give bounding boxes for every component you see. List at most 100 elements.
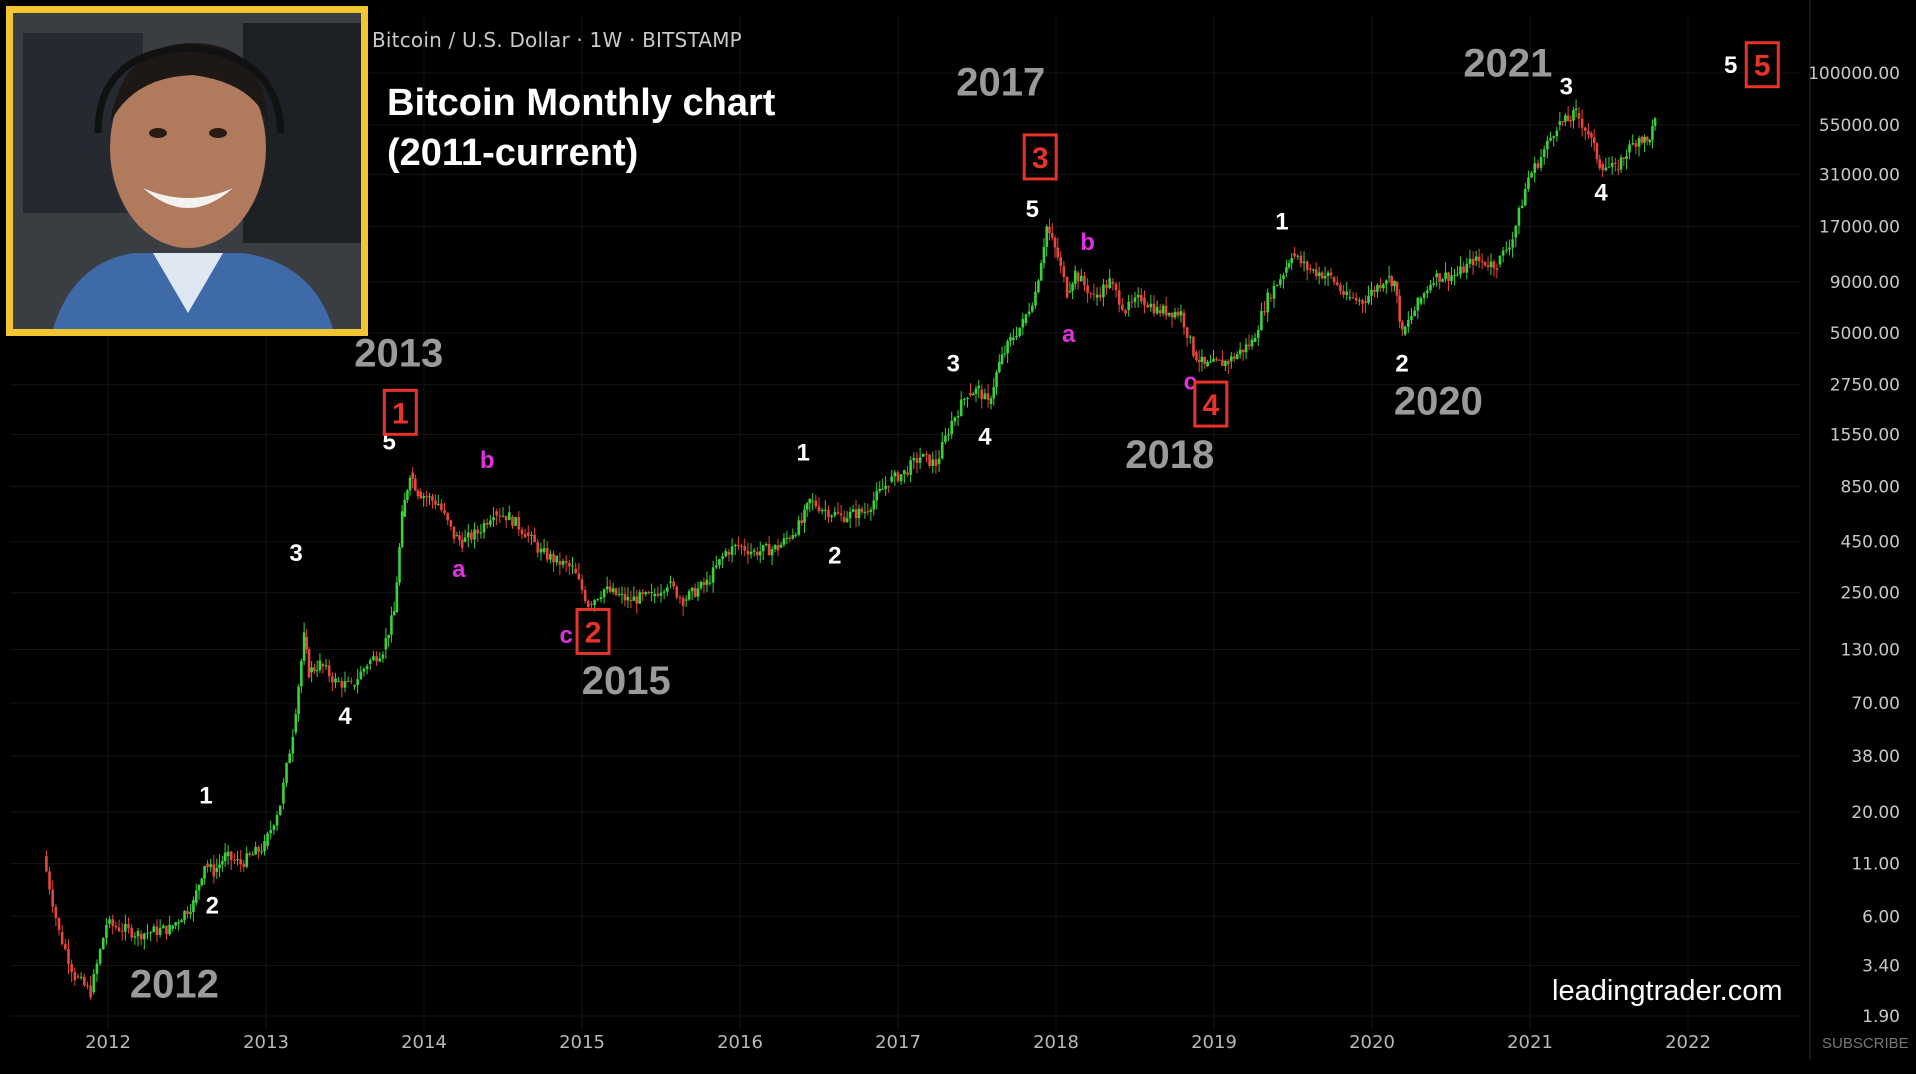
x-tick-label: 2012 [85, 1032, 131, 1053]
candle-body [1048, 226, 1051, 234]
candle-body [629, 599, 633, 601]
candle-body [1501, 250, 1505, 256]
candle-body [520, 529, 524, 535]
candle-body [384, 638, 388, 650]
candle-body [1566, 115, 1570, 122]
candle-body [959, 399, 963, 417]
candle-body [912, 458, 916, 461]
candle-body [711, 567, 715, 583]
major-wave-label: 2 [585, 616, 602, 649]
candle-body [1227, 360, 1230, 365]
candle-body [884, 485, 887, 489]
candle-body [1477, 256, 1481, 262]
candle-body [638, 592, 642, 604]
candle-body [1569, 120, 1573, 122]
x-tick-label: 2017 [875, 1032, 921, 1053]
candle-body [419, 491, 423, 499]
candle-body [740, 545, 743, 547]
candle-body [476, 529, 480, 534]
candle-body [705, 579, 709, 585]
candle-body [614, 588, 618, 595]
candle-body [921, 453, 925, 457]
candle-body [1601, 164, 1604, 171]
candle-body [1027, 311, 1031, 315]
candle-body [641, 592, 645, 595]
y-tick-label: 5000.00 [1830, 324, 1900, 344]
candle-body [656, 593, 660, 596]
candle-body [1471, 258, 1475, 266]
candle-body [54, 906, 58, 918]
major-wave-label: 1 [392, 397, 409, 430]
candle-body [659, 592, 663, 596]
subscribe-overlay[interactable]: SUBSCRIBE [1822, 1035, 1909, 1052]
presenter-avatar [13, 13, 361, 329]
candle-body [1413, 310, 1416, 317]
candle-body [1480, 261, 1484, 263]
candle-body [470, 532, 473, 540]
candle-body [681, 597, 685, 606]
candle-body [321, 663, 325, 667]
candle-body [45, 856, 48, 872]
candle-body [776, 545, 780, 551]
candle-body [165, 925, 168, 935]
candle-body [536, 542, 540, 553]
candle-body [1279, 279, 1282, 286]
candle-body [1465, 263, 1469, 273]
candle-body [1398, 295, 1401, 322]
candle-body [236, 859, 239, 861]
x-tick-label: 2019 [1191, 1032, 1237, 1053]
y-tick-label: 9000.00 [1830, 273, 1900, 293]
candle-body [693, 587, 697, 597]
candle-body [1221, 359, 1224, 366]
candle-body [718, 559, 721, 566]
candle-body [266, 833, 269, 846]
candle-body [1435, 273, 1438, 278]
candle-body [791, 535, 795, 539]
candle-body [980, 389, 984, 400]
candle-body [337, 680, 340, 682]
candle-body [422, 496, 425, 499]
candle-body [989, 398, 993, 405]
candle-body [872, 500, 876, 510]
candle-body [60, 932, 64, 945]
y-tick-label: 450.00 [1841, 533, 1900, 553]
candle-body [539, 548, 543, 553]
candle-body [797, 520, 801, 535]
candle-body [785, 537, 789, 539]
candle-body [1095, 294, 1099, 298]
candle-body [836, 512, 840, 514]
candle-body [903, 470, 906, 475]
candle-body [1200, 356, 1204, 362]
candle-body [743, 546, 747, 551]
candle-body [1577, 113, 1581, 119]
year-annotation: 2015 [582, 659, 671, 703]
candle-body [1393, 280, 1396, 287]
candle-body [51, 889, 54, 907]
candle-body [678, 597, 682, 599]
candle-body [1006, 341, 1009, 354]
candle-body [343, 681, 347, 688]
candle-body [392, 611, 396, 616]
candle-body [1598, 159, 1602, 169]
wave-label: 4 [338, 703, 352, 730]
candle-body [733, 544, 737, 547]
candle-body [1555, 130, 1559, 137]
major-wave-label: 3 [1032, 142, 1049, 175]
candle-body [495, 511, 498, 516]
candle-body [1614, 162, 1617, 164]
symbol-info: Bitcoin / U.S. Dollar · 1W · BITSTAMP [372, 28, 742, 52]
candle-body [995, 372, 998, 387]
candle-body [168, 924, 171, 935]
y-tick-label: 1550.00 [1830, 425, 1900, 445]
candle-body [1373, 289, 1376, 292]
candle-body [1034, 291, 1037, 306]
candle-body [381, 654, 385, 659]
candle-body [944, 435, 947, 443]
candle-body [1348, 297, 1352, 299]
candle-body [1558, 121, 1562, 125]
candle-body [1173, 311, 1177, 318]
major-wave-label: 5 [1754, 50, 1771, 83]
candle-body [1003, 353, 1007, 355]
candle-body [1308, 268, 1312, 270]
candle-body [1332, 277, 1336, 283]
